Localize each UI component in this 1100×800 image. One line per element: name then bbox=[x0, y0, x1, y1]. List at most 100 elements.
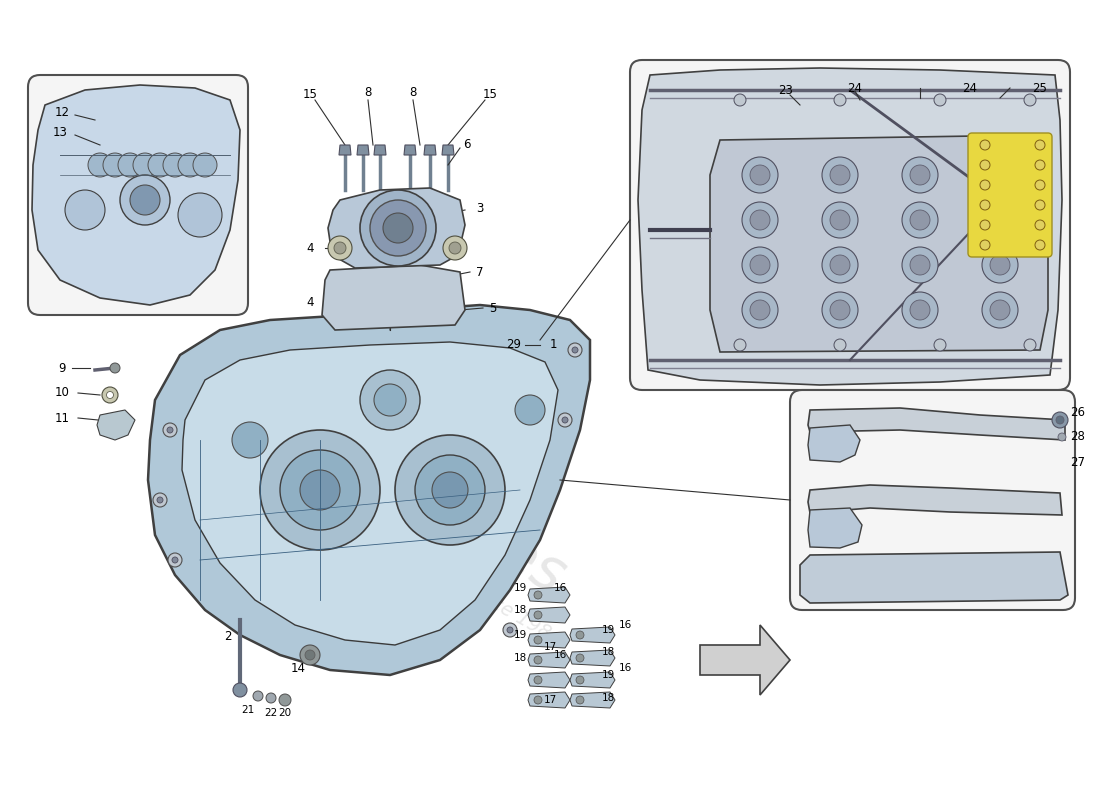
Circle shape bbox=[830, 210, 850, 230]
Circle shape bbox=[1035, 180, 1045, 190]
Circle shape bbox=[133, 153, 157, 177]
Text: 29: 29 bbox=[506, 338, 521, 351]
Circle shape bbox=[980, 160, 990, 170]
Circle shape bbox=[822, 247, 858, 283]
Circle shape bbox=[834, 339, 846, 351]
Circle shape bbox=[562, 417, 568, 423]
Polygon shape bbox=[800, 552, 1068, 603]
Text: 16: 16 bbox=[553, 583, 566, 593]
Circle shape bbox=[232, 422, 268, 458]
Circle shape bbox=[1024, 94, 1036, 106]
Polygon shape bbox=[808, 485, 1062, 515]
Circle shape bbox=[734, 339, 746, 351]
Circle shape bbox=[503, 623, 517, 637]
Polygon shape bbox=[182, 342, 558, 645]
Text: 19: 19 bbox=[514, 583, 527, 593]
Circle shape bbox=[980, 200, 990, 210]
Circle shape bbox=[1035, 200, 1045, 210]
Circle shape bbox=[163, 423, 177, 437]
Circle shape bbox=[982, 247, 1018, 283]
Circle shape bbox=[910, 300, 930, 320]
Polygon shape bbox=[374, 145, 386, 155]
FancyBboxPatch shape bbox=[28, 75, 248, 315]
Polygon shape bbox=[528, 652, 570, 668]
Polygon shape bbox=[808, 508, 862, 548]
Circle shape bbox=[1035, 220, 1045, 230]
Circle shape bbox=[118, 153, 142, 177]
Circle shape bbox=[750, 165, 770, 185]
Circle shape bbox=[934, 94, 946, 106]
Text: 1: 1 bbox=[549, 338, 557, 351]
Circle shape bbox=[300, 645, 320, 665]
Circle shape bbox=[157, 497, 163, 503]
Circle shape bbox=[1058, 433, 1066, 441]
Circle shape bbox=[534, 656, 542, 664]
Text: 18: 18 bbox=[602, 647, 615, 657]
Text: 8: 8 bbox=[364, 86, 372, 99]
Circle shape bbox=[415, 455, 485, 525]
Circle shape bbox=[982, 202, 1018, 238]
Circle shape bbox=[902, 202, 938, 238]
Polygon shape bbox=[328, 188, 465, 268]
Circle shape bbox=[990, 300, 1010, 320]
Circle shape bbox=[980, 220, 990, 230]
Circle shape bbox=[742, 247, 778, 283]
Circle shape bbox=[305, 650, 315, 660]
Circle shape bbox=[192, 153, 217, 177]
Circle shape bbox=[576, 676, 584, 684]
Text: 3: 3 bbox=[476, 202, 484, 214]
Circle shape bbox=[395, 435, 505, 545]
Circle shape bbox=[830, 165, 850, 185]
Text: 16: 16 bbox=[553, 650, 566, 660]
Circle shape bbox=[830, 300, 850, 320]
Circle shape bbox=[370, 200, 426, 256]
Circle shape bbox=[172, 557, 178, 563]
Polygon shape bbox=[570, 672, 615, 688]
Circle shape bbox=[742, 292, 778, 328]
Circle shape bbox=[910, 210, 930, 230]
Circle shape bbox=[266, 693, 276, 703]
Polygon shape bbox=[97, 410, 135, 440]
Polygon shape bbox=[148, 305, 590, 675]
Text: 12: 12 bbox=[55, 106, 69, 119]
Circle shape bbox=[153, 493, 167, 507]
Circle shape bbox=[110, 363, 120, 373]
Text: 17: 17 bbox=[543, 695, 557, 705]
Text: 18: 18 bbox=[602, 693, 615, 703]
Polygon shape bbox=[528, 632, 570, 648]
Circle shape bbox=[534, 611, 542, 619]
Polygon shape bbox=[358, 145, 368, 155]
Circle shape bbox=[120, 175, 170, 225]
Text: 21: 21 bbox=[241, 705, 254, 715]
Text: 8: 8 bbox=[409, 86, 417, 99]
Circle shape bbox=[374, 384, 406, 416]
Circle shape bbox=[65, 190, 104, 230]
Circle shape bbox=[910, 255, 930, 275]
Circle shape bbox=[1035, 140, 1045, 150]
Polygon shape bbox=[322, 265, 465, 330]
Circle shape bbox=[980, 140, 990, 150]
Polygon shape bbox=[528, 607, 570, 623]
Circle shape bbox=[178, 193, 222, 237]
Circle shape bbox=[576, 631, 584, 639]
Circle shape bbox=[980, 240, 990, 250]
Circle shape bbox=[990, 210, 1010, 230]
Circle shape bbox=[443, 236, 468, 260]
Circle shape bbox=[822, 202, 858, 238]
Text: 27: 27 bbox=[1070, 455, 1086, 469]
Text: 28: 28 bbox=[1070, 430, 1086, 443]
Text: 19: 19 bbox=[602, 670, 615, 680]
Circle shape bbox=[982, 292, 1018, 328]
Text: 24: 24 bbox=[962, 82, 978, 94]
Text: 17: 17 bbox=[543, 642, 557, 652]
Circle shape bbox=[750, 210, 770, 230]
Circle shape bbox=[1052, 412, 1068, 428]
Text: 2: 2 bbox=[224, 630, 232, 643]
Circle shape bbox=[834, 94, 846, 106]
Text: 14: 14 bbox=[290, 662, 306, 674]
Polygon shape bbox=[710, 135, 1048, 352]
Polygon shape bbox=[700, 625, 790, 695]
Circle shape bbox=[233, 683, 248, 697]
Polygon shape bbox=[570, 627, 615, 643]
Circle shape bbox=[902, 157, 938, 193]
